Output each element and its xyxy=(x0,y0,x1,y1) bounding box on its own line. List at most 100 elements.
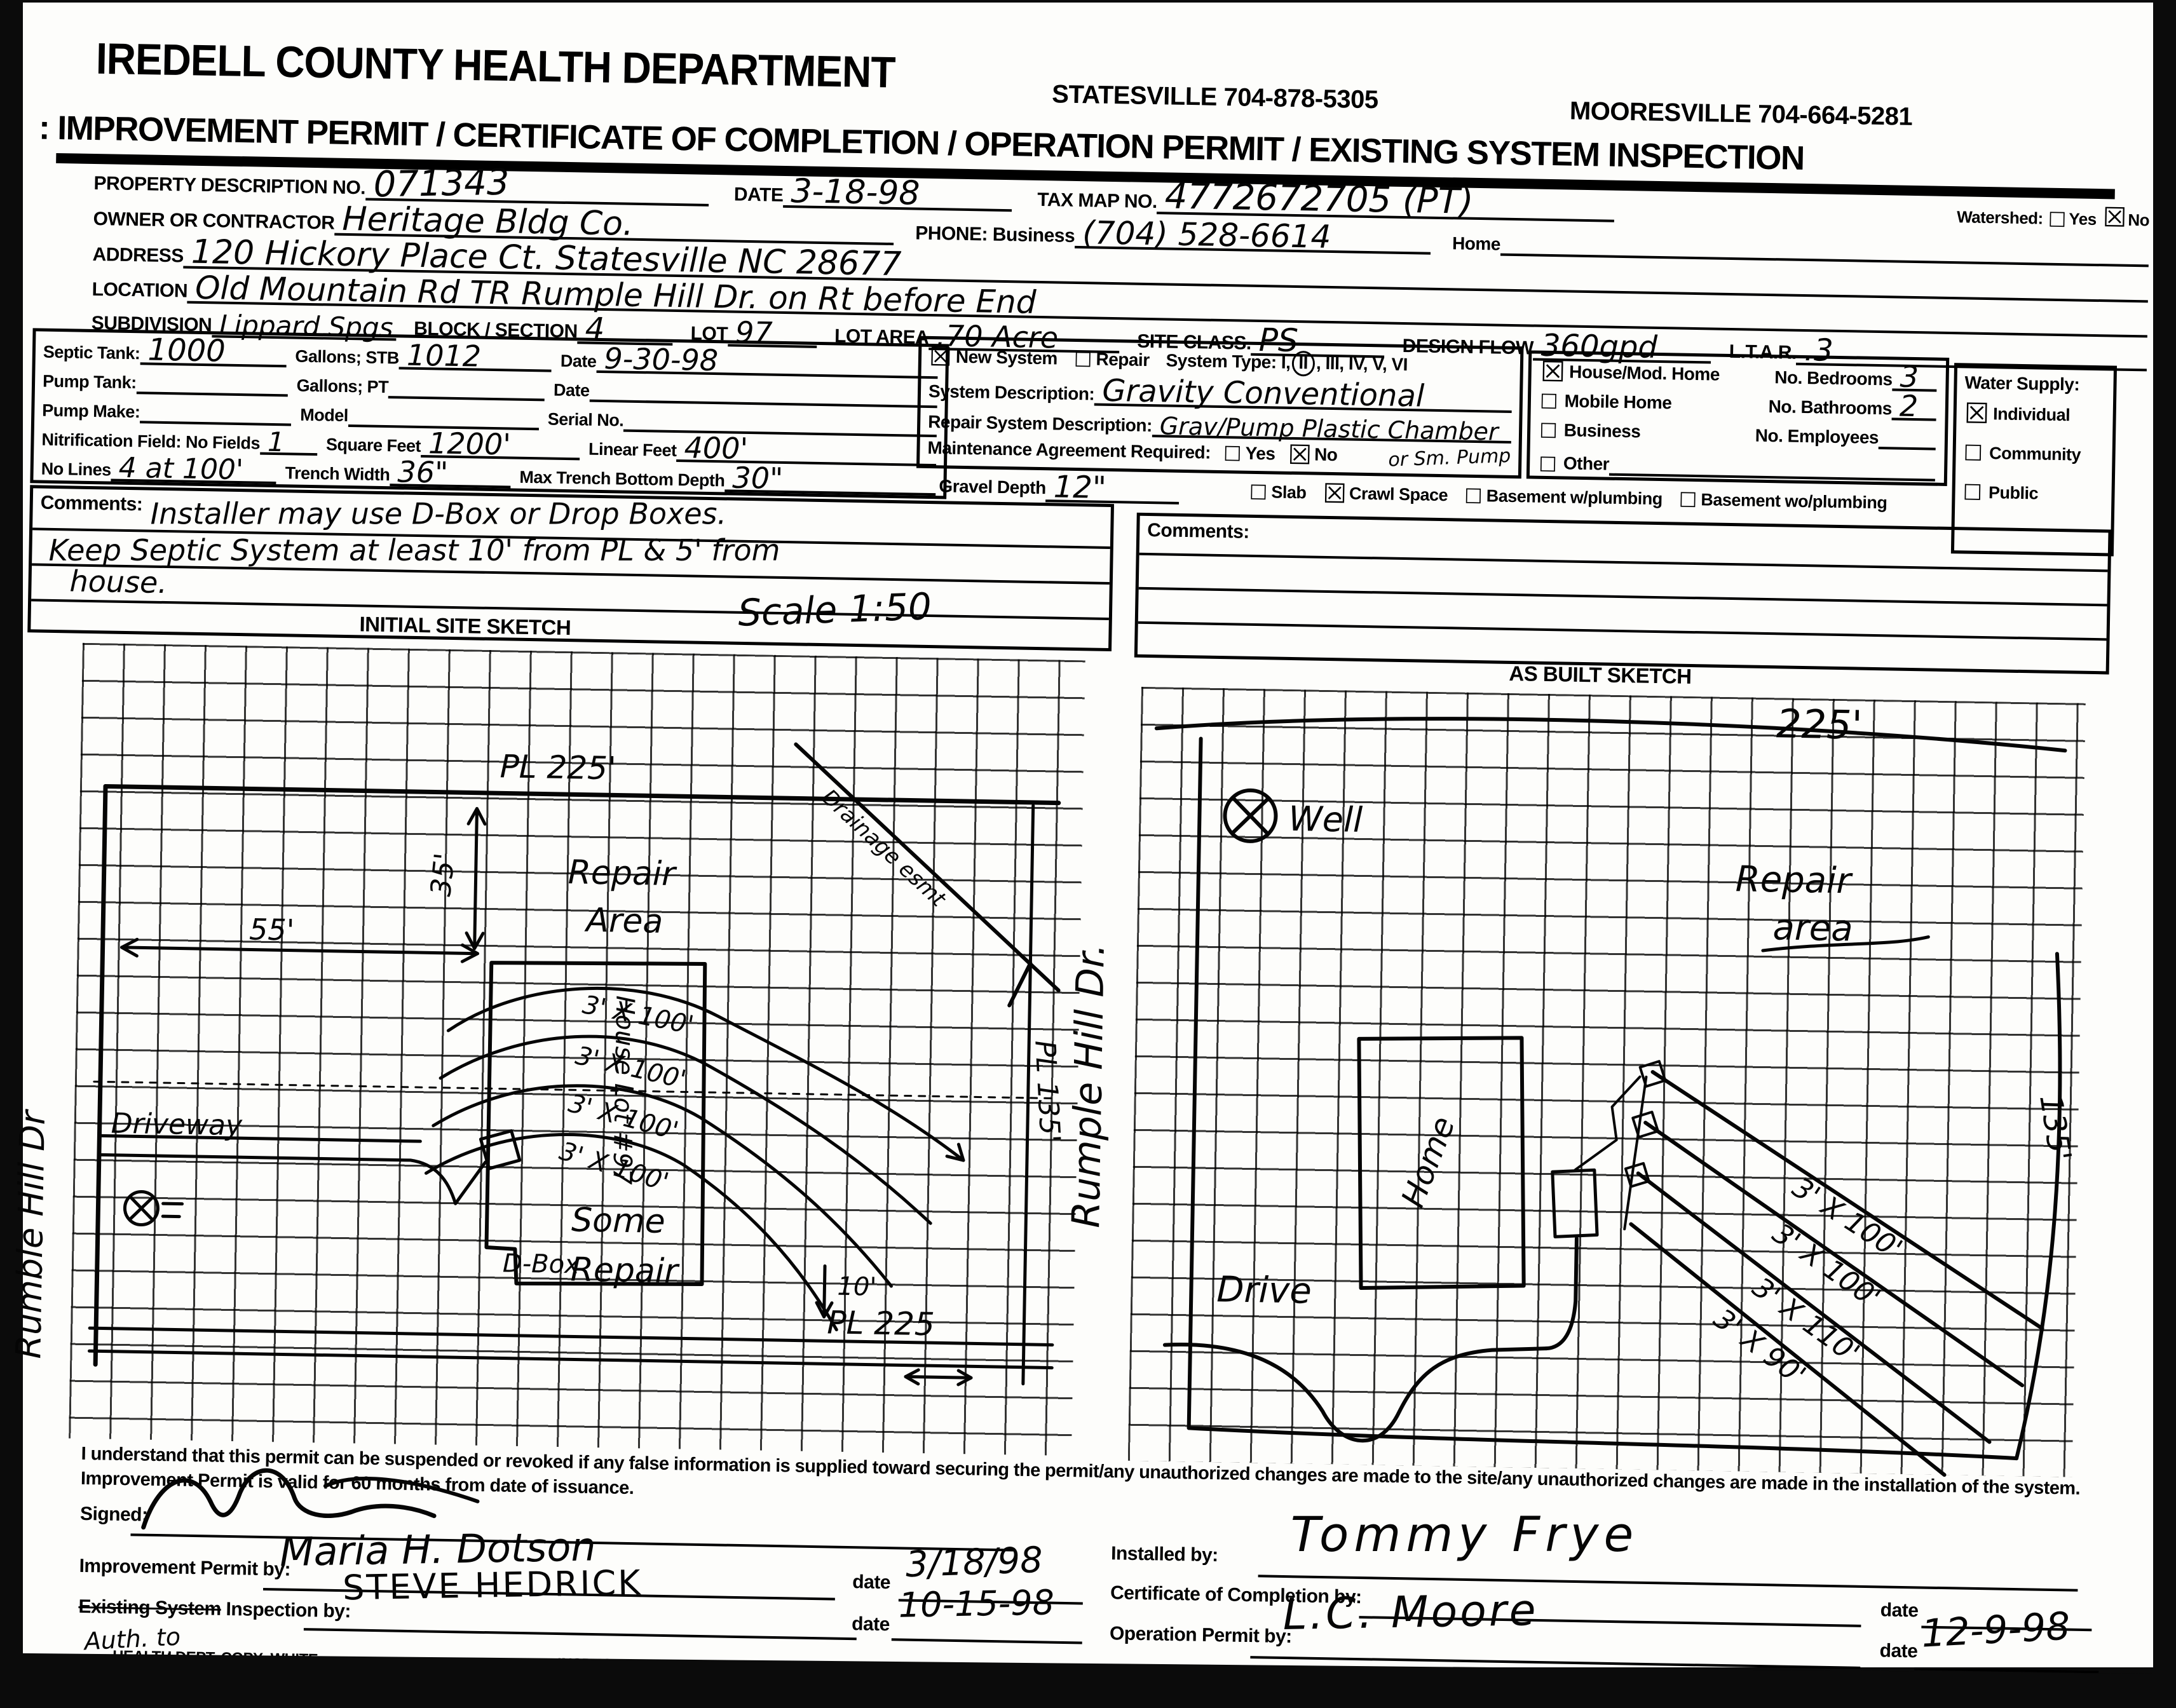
rumple-hill-dr-label-right: Rumple Hill Dr. xyxy=(1064,943,1113,1229)
lateral-lines xyxy=(1629,1070,2044,1477)
slab-checkbox: ☐ xyxy=(1249,480,1268,505)
repair-area-label-2: Area xyxy=(584,902,663,941)
no-lines-value: 4 at 100' xyxy=(118,451,244,487)
bathrooms-label: No. Bathrooms xyxy=(1768,396,1893,419)
water-supply-label: Water Supply: xyxy=(1964,372,2080,395)
dimension-10-arrow xyxy=(815,1264,834,1318)
existing-inspection-label: Existing System Inspection by: xyxy=(78,1596,351,1623)
tax-map-label: TAX MAP NO. xyxy=(1037,189,1157,213)
phone-home-label: Home xyxy=(1452,233,1501,254)
watershed-yes-checkbox: ☐ xyxy=(2048,207,2067,233)
drainage-line xyxy=(794,742,1061,1008)
existing-date-label: date xyxy=(851,1613,890,1636)
as-built-repair-label-1: Repair xyxy=(1735,858,1853,902)
dimension-35-arrow xyxy=(465,807,487,951)
date-value: 3-18-98 xyxy=(790,172,920,213)
comments-right-rule-2 xyxy=(1138,586,2107,607)
repair-desc-label: Repair System Description: xyxy=(927,411,1153,436)
pump-tank-label: Pump Tank: xyxy=(42,371,137,393)
improvement-permit-by-label: Improvement Permit by: xyxy=(79,1555,291,1580)
new-system-checkbox: ☒ xyxy=(928,342,953,372)
as-built-drawing: 225' Well Repair area Home xyxy=(1154,700,2078,1477)
bathrooms-value: 2 xyxy=(1899,388,1919,424)
trench-width-value: 36" xyxy=(397,454,449,490)
existing-rest-text: Inspection by: xyxy=(221,1598,351,1622)
some-repair-label-1: Some xyxy=(571,1201,665,1241)
pl-225-top-label: PL 225' xyxy=(500,748,616,787)
septic-details-box: Septic Tank: 1000 Gallons; STB 1012 Date… xyxy=(30,328,949,499)
operation-date-value: 12-9-98 xyxy=(1920,1604,2072,1657)
watershed-label: Watershed: xyxy=(1956,207,2044,228)
house-outline xyxy=(484,961,707,1286)
repair-desc-note: or Sm. Pump xyxy=(1387,444,1511,471)
stb-value: 1012 xyxy=(406,337,482,374)
dimension-double-arrow xyxy=(904,1368,973,1386)
tank-symbol xyxy=(1551,1168,1599,1238)
repair-desc-value: Grav/Pump Plastic Chamber xyxy=(1159,412,1499,446)
as-built-repair-label-2: area xyxy=(1772,907,1853,949)
agency-title: IREDELL COUNTY HEALTH DEPARTMENT xyxy=(95,34,896,97)
drive-outline xyxy=(1162,1236,1579,1443)
water-individual-option: ☒ Individual xyxy=(1964,394,2105,436)
dimension-55-arrow xyxy=(120,937,480,963)
linear-feet-label: Linear Feet xyxy=(588,439,677,461)
dimension-135-label: 135' xyxy=(2032,1092,2078,1163)
phone-business-label: PHONE: Business xyxy=(915,222,1075,247)
pt-label: Gallons; PT xyxy=(296,376,389,397)
dimension-225-label: 225' xyxy=(1776,700,1863,748)
gravel-depth-field: 12" xyxy=(1045,469,1180,506)
bedrooms-group: No. Bedrooms 3 xyxy=(1774,360,1937,394)
date-field: 3-18-98 xyxy=(783,172,1012,213)
model-label: Model xyxy=(300,405,349,426)
septic-tank-field: 1000 xyxy=(140,332,287,369)
dbox-label: D-Box xyxy=(503,1249,580,1279)
statesville-phone: STATESVILLE 704-878-5305 xyxy=(1051,80,1378,114)
some-repair-label-2: Repair xyxy=(570,1250,680,1291)
pump-make-label: Pump Make: xyxy=(42,400,140,422)
existing-date-value: 10-15-98 xyxy=(898,1582,1055,1625)
tax-map-value: 4772672705 (PT) xyxy=(1164,175,1474,222)
slab-label: Slab xyxy=(1271,482,1307,502)
signed-signature xyxy=(141,1468,480,1530)
phone-business-value: (704) 528-6614 xyxy=(1082,214,1331,255)
other-field xyxy=(1608,450,1936,482)
as-built-boundary xyxy=(1154,717,2067,1461)
initial-sketch-title: INITIAL SITE SKETCH xyxy=(359,612,571,640)
initial-site-sketch: 35' 55' PL 225' House Lot #97 Repair Are… xyxy=(69,642,1085,1456)
stb-date-field: 9-30-98 xyxy=(596,341,939,379)
installed-by-value: Tommy Frye xyxy=(1290,1505,1639,1562)
well-label: Well xyxy=(1288,799,1363,840)
community-checkbox: ☐ xyxy=(1963,440,1983,466)
improvement-date-label: date xyxy=(852,1571,891,1594)
drive-label: Drive xyxy=(1216,1269,1312,1312)
max-depth-label: Max Trench Bottom Depth xyxy=(519,467,725,491)
mobile-option: ☐ Mobile Home xyxy=(1540,390,1672,415)
crawl-space-checkbox: ☒ xyxy=(1322,477,1347,510)
no-lines-label: No Lines xyxy=(41,459,111,480)
operation-permit-by-value: L.C. Moore xyxy=(1282,1585,1539,1640)
drainage-label: Drainage esmt xyxy=(817,784,951,912)
home-outline xyxy=(1357,1036,1526,1291)
individual-checkbox: ☒ xyxy=(1964,397,1990,431)
stb-label: Gallons; STB xyxy=(295,346,400,368)
home-label: Home xyxy=(1394,1111,1462,1212)
maintenance-label: Maintenance Agreement Required: xyxy=(927,437,1211,463)
other-label: Other xyxy=(1563,453,1610,474)
business-option: ☐ Business xyxy=(1539,419,1641,444)
comments-left-label: Comments: xyxy=(40,492,143,515)
new-system-label: New System xyxy=(955,346,1058,369)
maintenance-yes-label: Yes xyxy=(1245,443,1275,464)
house-option: ☒ House/Mod. Home xyxy=(1540,356,1720,390)
water-public-option: ☐ Public xyxy=(1962,473,2104,515)
structure-row-4: ☐ Other xyxy=(1539,445,1936,482)
public-label: Public xyxy=(1988,482,2039,503)
pl-225-bottom-label: PL 225 xyxy=(827,1304,935,1343)
driveway-lines xyxy=(99,1134,487,1205)
lateral-connectors xyxy=(1574,1060,1667,1231)
rumble-hill-dr-label-left: Rumble Hill Dr xyxy=(8,1110,53,1360)
basement-wo-plumbing-checkbox: ☐ xyxy=(1678,487,1697,513)
pt-date-label: Date xyxy=(553,380,590,400)
faint-contour-line xyxy=(93,1080,1058,1100)
address-label: ADDRESS xyxy=(92,243,184,267)
